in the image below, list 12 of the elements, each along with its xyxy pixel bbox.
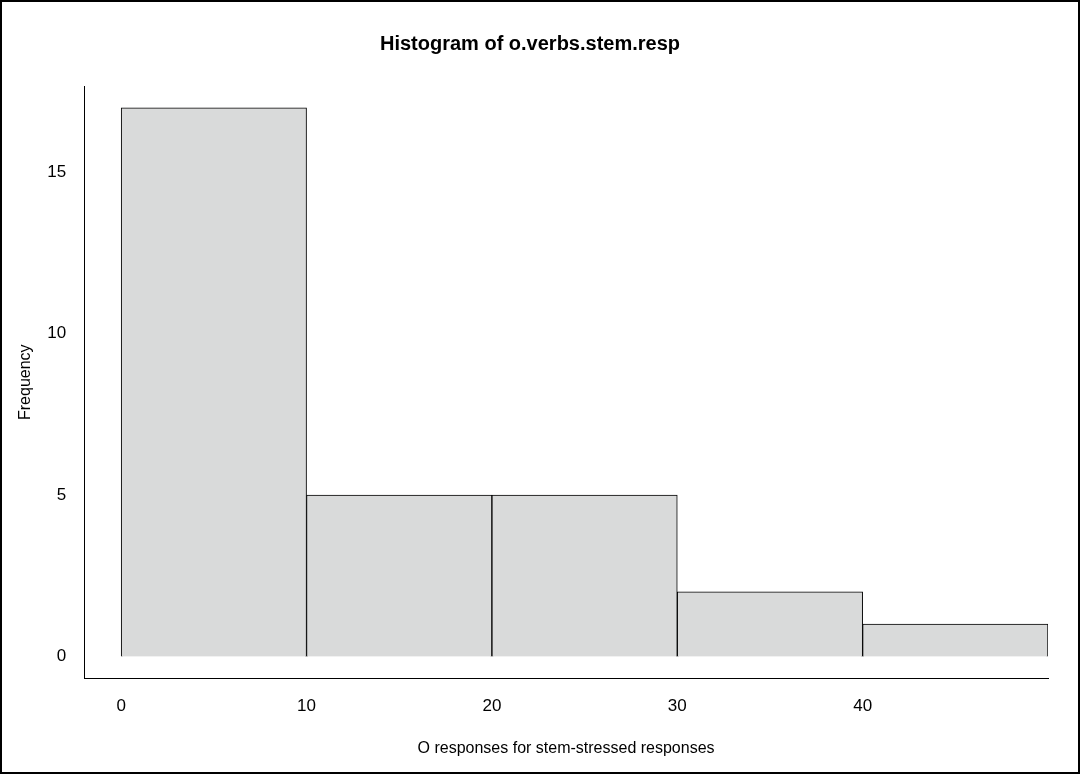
x-tick-label: 0 xyxy=(116,696,126,716)
x-tick-label: 20 xyxy=(482,696,502,716)
x-axis-title: O responses for stem-stressed responses xyxy=(417,738,715,756)
x-tick-label: 30 xyxy=(667,696,687,716)
y-tick-label: 0 xyxy=(56,646,67,666)
y-axis-title: Frequency xyxy=(16,344,34,420)
y-tick-label: 5 xyxy=(56,484,67,504)
chart-title: Histogram of o.verbs.stem.resp xyxy=(379,31,681,54)
y-tick-label: 15 xyxy=(47,162,67,182)
x-tick-label: 40 xyxy=(853,696,873,716)
y-tick-label: 10 xyxy=(47,323,67,343)
x-tick-label: 10 xyxy=(297,696,317,716)
